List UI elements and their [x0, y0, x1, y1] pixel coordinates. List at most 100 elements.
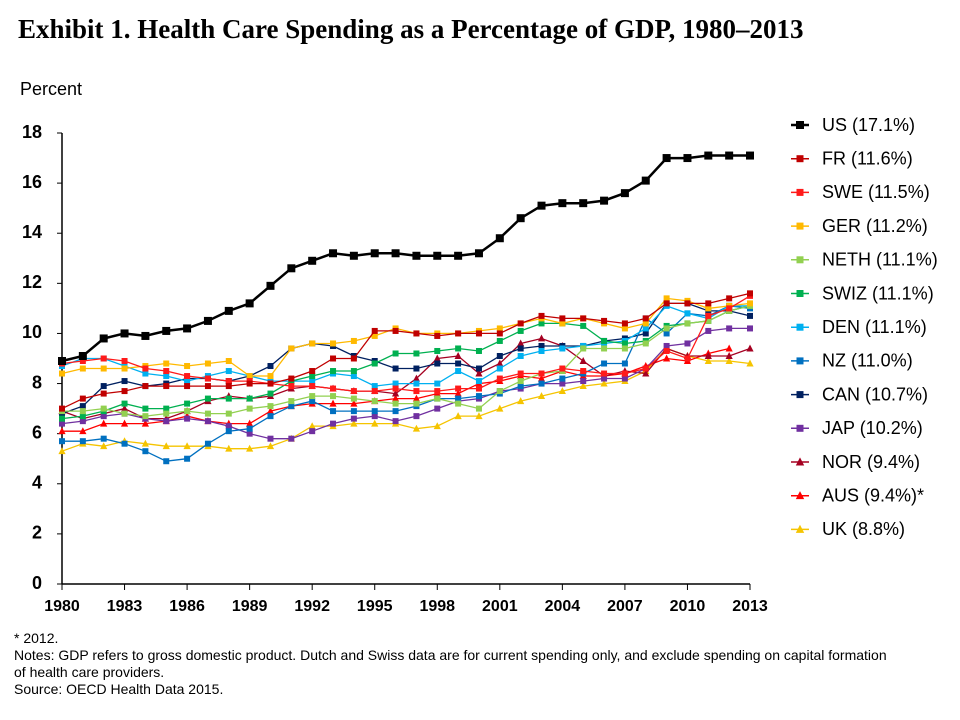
legend-marker: [796, 121, 804, 129]
data-point: [601, 337, 608, 344]
data-point: [705, 327, 712, 334]
data-point: [412, 394, 421, 402]
x-tick-label: 1983: [107, 598, 143, 615]
data-point: [309, 340, 316, 347]
data-point: [58, 427, 66, 435]
chart: Exhibit 1. Health Care Spending as a Per…: [18, 14, 938, 615]
data-point: [747, 312, 753, 319]
data-point: [413, 380, 420, 387]
data-point: [475, 405, 482, 412]
data-point: [642, 369, 650, 377]
data-point: [580, 368, 587, 375]
data-point: [392, 418, 399, 425]
data-point: [434, 360, 441, 367]
data-point: [309, 398, 316, 405]
data-point: [120, 329, 129, 338]
y-tick-label: 18: [22, 122, 42, 142]
y-axis-label: Percent: [20, 79, 82, 99]
notes-text: Notes: GDP refers to gross domestic prod…: [14, 647, 887, 680]
chart-title: Exhibit 1. Health Care Spending as a Per…: [18, 14, 804, 44]
data-point: [59, 370, 65, 377]
data-point: [288, 383, 295, 390]
data-point: [662, 154, 671, 163]
data-point: [413, 413, 420, 420]
legend-marker: [796, 357, 804, 365]
legend-label: DEN (11.1%): [822, 317, 927, 337]
data-point: [475, 378, 482, 385]
data-point: [434, 388, 441, 395]
data-point: [79, 403, 86, 410]
data-point: [413, 388, 420, 395]
data-point: [747, 325, 753, 332]
data-point: [350, 388, 357, 395]
data-point: [121, 400, 128, 407]
data-point: [725, 344, 733, 352]
data-point: [455, 395, 462, 402]
data-point: [726, 295, 733, 302]
x-tick-label: 1998: [419, 598, 455, 615]
data-point: [330, 368, 337, 375]
y-tick-label: 12: [22, 272, 42, 292]
data-point: [580, 378, 587, 385]
data-point: [434, 380, 441, 387]
data-point: [100, 383, 107, 390]
y-tick-label: 8: [32, 372, 42, 392]
data-point: [704, 352, 712, 359]
series-line: [61, 305, 750, 387]
data-point: [413, 400, 420, 407]
legend-label: NZ (11.0%): [822, 351, 913, 371]
y-tick-label: 4: [32, 473, 42, 493]
data-point: [517, 378, 524, 385]
data-point: [642, 315, 649, 322]
data-point: [330, 420, 337, 427]
data-point: [330, 393, 337, 400]
data-point: [517, 370, 524, 377]
data-point: [475, 385, 482, 392]
data-point: [579, 357, 587, 364]
data-point: [246, 430, 253, 437]
legend-marker: [796, 222, 804, 230]
data-point: [100, 435, 107, 442]
data-point: [747, 290, 753, 297]
data-point: [121, 378, 128, 385]
data-point: [413, 365, 420, 372]
data-point: [267, 435, 274, 442]
data-point: [600, 196, 609, 205]
data-point: [705, 312, 712, 319]
data-point: [641, 176, 650, 185]
data-point: [705, 305, 712, 312]
data-point: [620, 189, 629, 198]
data-point: [350, 373, 357, 380]
data-point: [100, 355, 107, 362]
data-point: [663, 325, 670, 332]
data-point: [475, 330, 482, 337]
data-point: [100, 405, 107, 412]
data-point: [538, 312, 545, 319]
data-point: [392, 408, 399, 415]
data-point: [267, 380, 274, 387]
data-point: [601, 360, 608, 367]
data-point: [475, 393, 482, 400]
data-point: [184, 400, 191, 407]
data-point: [59, 415, 65, 422]
x-tick-label: 2007: [607, 598, 643, 615]
data-point: [705, 317, 712, 324]
data-point: [79, 438, 86, 445]
data-point: [726, 325, 733, 332]
legend-marker: [795, 524, 805, 533]
data-point: [183, 324, 192, 333]
legend-label: JAP (10.2%): [822, 418, 923, 438]
data-point: [726, 305, 733, 312]
data-point: [517, 327, 524, 334]
data-point: [330, 385, 337, 392]
data-point: [663, 300, 670, 307]
data-point: [245, 299, 254, 308]
data-point: [184, 408, 191, 415]
legend-marker: [796, 155, 804, 163]
legend-marker: [795, 491, 805, 500]
data-point: [537, 392, 546, 400]
legend-marker: [796, 323, 804, 331]
data-point: [642, 340, 649, 347]
data-point: [455, 330, 462, 337]
data-point: [663, 354, 671, 362]
